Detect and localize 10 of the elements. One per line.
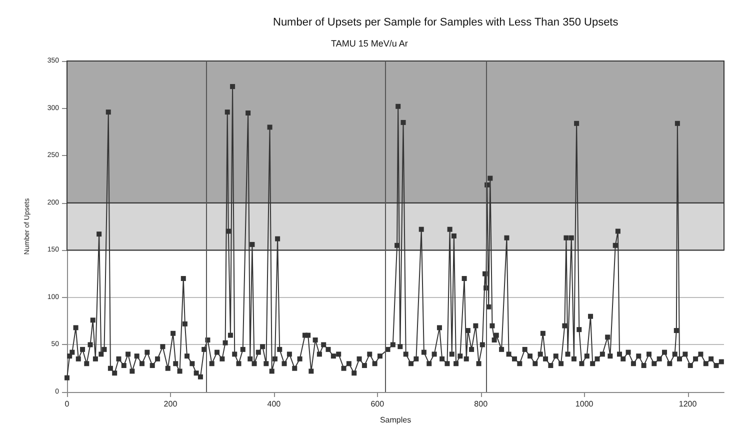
- x-tick-label: 600: [370, 400, 385, 408]
- x-tick-label: 400: [267, 400, 282, 408]
- chart-title: Number of Upsets per Sample for Samples with Less Than 350 Upsets: [273, 16, 619, 28]
- x-tick-label: 800: [474, 400, 488, 408]
- chart-subtitle: TAMU 15 MeV/u Ar: [331, 38, 408, 48]
- x-tick-label: 200: [164, 400, 178, 408]
- x-tick-label: 1000: [575, 400, 594, 408]
- x-tick-label: 1200: [678, 400, 698, 408]
- x-tick-label: 0: [64, 400, 70, 408]
- x-axis-title: Samples: [380, 416, 412, 424]
